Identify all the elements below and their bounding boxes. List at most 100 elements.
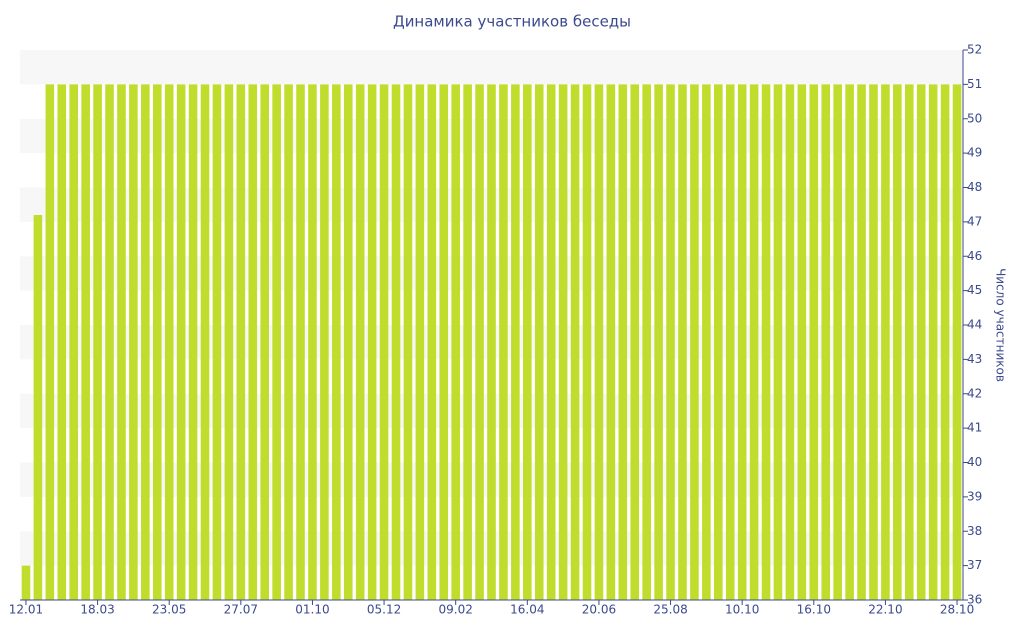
- x-tick-label: 18.03: [80, 603, 114, 617]
- bar: [606, 84, 616, 600]
- x-tick-label: 16.04: [510, 603, 544, 617]
- bar: [714, 84, 723, 600]
- bar: [224, 84, 234, 600]
- bar: [105, 84, 114, 600]
- bar: [129, 84, 138, 600]
- bar: [499, 84, 508, 600]
- bar: [678, 84, 687, 600]
- bar: [391, 84, 401, 600]
- bar: [702, 84, 711, 600]
- y-tick-label: 47: [967, 214, 982, 228]
- bar: [737, 84, 747, 600]
- bar: [546, 84, 556, 600]
- x-tick-label: 22.10: [868, 603, 902, 617]
- x-tick-label: 27.07: [224, 603, 258, 617]
- bar: [427, 84, 437, 600]
- chart-title: Динамика участников беседы: [393, 13, 631, 31]
- bar: [308, 84, 317, 600]
- y-tick-label: 43: [967, 352, 982, 366]
- bar: [845, 84, 854, 600]
- y-tick-label: 36: [967, 593, 982, 607]
- bar: [785, 84, 795, 600]
- bar: [642, 84, 651, 600]
- y-axis-label: Число участников: [994, 268, 1008, 382]
- bar: [33, 215, 43, 600]
- bar: [188, 84, 198, 600]
- bar: [355, 84, 365, 600]
- y-tick-label: 37: [967, 558, 982, 572]
- bar: [511, 84, 520, 600]
- x-tick-label: 23.05: [152, 603, 186, 617]
- bar: [833, 84, 842, 600]
- y-tick-label: 39: [967, 489, 982, 503]
- grid-band: [20, 50, 963, 85]
- y-tick-label: 51: [967, 77, 982, 91]
- y-tick-label: 41: [967, 421, 982, 435]
- x-tick-label: 12.01: [9, 603, 43, 617]
- bar: [523, 84, 532, 600]
- bar: [296, 84, 305, 600]
- bar: [582, 84, 592, 600]
- bar: [81, 84, 90, 600]
- bar: [881, 84, 890, 600]
- bar: [367, 84, 377, 600]
- y-tick-label: 42: [967, 386, 982, 400]
- y-tick-label: 40: [967, 455, 982, 469]
- y-tick-label: 52: [967, 43, 982, 57]
- bar: [797, 84, 807, 600]
- bar: [272, 84, 281, 600]
- bar: [761, 84, 771, 600]
- bar: [415, 84, 425, 600]
- bar: [332, 84, 341, 600]
- bar: [439, 84, 449, 600]
- bar: [57, 84, 67, 600]
- x-tick-label: 28.10: [940, 603, 974, 617]
- bar: [749, 84, 759, 600]
- bar: [570, 84, 580, 600]
- bar: [821, 84, 831, 600]
- x-tick-label: 09.02: [439, 603, 473, 617]
- bar: [343, 84, 353, 600]
- bar: [320, 84, 329, 600]
- bar: [558, 84, 568, 600]
- bar: [69, 84, 79, 600]
- x-tick-label: 01.10: [295, 603, 329, 617]
- bar: [260, 84, 269, 600]
- bar: [773, 84, 783, 600]
- bar: [248, 84, 258, 600]
- bar: [725, 84, 735, 600]
- bar: [690, 84, 699, 600]
- bar: [45, 84, 55, 600]
- bar: [487, 84, 496, 600]
- y-tick-label: 44: [967, 318, 982, 332]
- bar: [152, 84, 162, 600]
- bar: [212, 84, 222, 600]
- bar: [463, 84, 472, 600]
- bar: [809, 84, 819, 600]
- bar: [451, 84, 460, 600]
- bar: [534, 84, 544, 600]
- x-tick-label: 10.10: [725, 603, 759, 617]
- bar: [654, 84, 663, 600]
- bar: [200, 84, 210, 600]
- bar: [618, 84, 628, 600]
- bar: [236, 84, 246, 600]
- y-tick-label: 38: [967, 524, 982, 538]
- bar: [952, 84, 962, 600]
- bar: [475, 84, 484, 600]
- x-tick-label: 16.10: [797, 603, 831, 617]
- bar: [893, 84, 902, 600]
- bar: [630, 84, 640, 600]
- bar: [164, 84, 174, 600]
- bar: [904, 84, 914, 600]
- bar: [21, 565, 31, 600]
- bar: [857, 84, 866, 600]
- x-tick-label: 05.12: [367, 603, 401, 617]
- bar: [379, 84, 389, 600]
- bar: [594, 84, 604, 600]
- y-tick-label: 45: [967, 283, 982, 297]
- y-tick-label: 48: [967, 180, 982, 194]
- y-tick-label: 50: [967, 111, 982, 125]
- bar: [117, 84, 126, 600]
